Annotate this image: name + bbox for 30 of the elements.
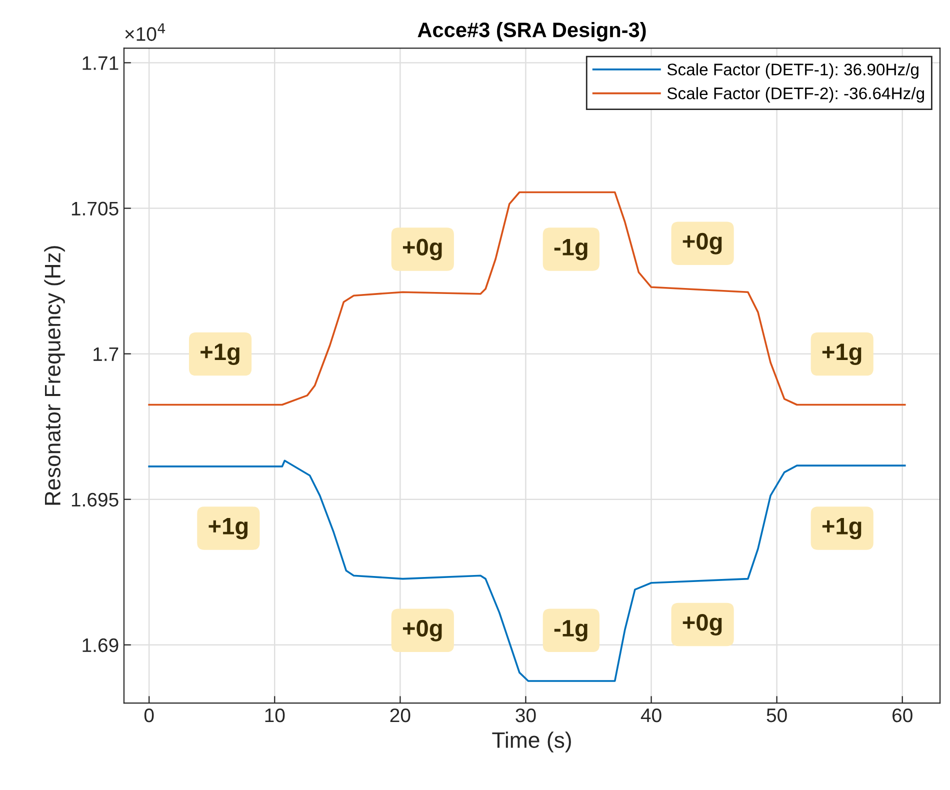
annotation: -1g: [554, 620, 588, 642]
x-tick-label: 60: [892, 708, 912, 722]
text: ×10$^{4}$: [125, 23, 166, 41]
chart-title: Acce#3 (SRA Design-3): [418, 22, 646, 42]
line-series: [148, 191, 906, 406]
annotation: +1g: [822, 518, 862, 540]
y-tick-label: 1.7: [94, 347, 118, 361]
line-series: [148, 460, 906, 682]
annotation: +0g: [402, 620, 442, 642]
x-axis-title: Time (s): [492, 732, 571, 752]
x-tick-label: 20: [390, 708, 410, 722]
y-tick-label: 1.705: [72, 202, 118, 216]
annotation: +0g: [402, 238, 442, 260]
x-tick-label: 40: [640, 708, 662, 722]
y-tick-label: 1.71: [82, 56, 118, 70]
annotation: +1g: [208, 518, 248, 540]
x-tick-label: 50: [766, 708, 787, 722]
x-tick-label: 0: [144, 708, 154, 722]
y-tick-label: 1.695: [72, 492, 118, 507]
legend-label: Scale Factor (DETF-2): -36.64Hz/g: [667, 87, 924, 103]
x-tick-label: 10: [265, 708, 285, 722]
annotation: +0g: [682, 232, 722, 254]
x-tick-label: 30: [516, 708, 536, 722]
annotation: +1g: [822, 344, 862, 366]
annotation: +1g: [200, 344, 240, 366]
annotation: -1g: [554, 239, 588, 260]
y-tick-label: 1.69: [82, 638, 118, 652]
y-axis-title: Resonator Frequency (Hz): [44, 246, 65, 505]
legend-label: Scale Factor (DETF-1): 36.90Hz/g: [667, 63, 918, 79]
annotation: +0g: [682, 614, 722, 636]
